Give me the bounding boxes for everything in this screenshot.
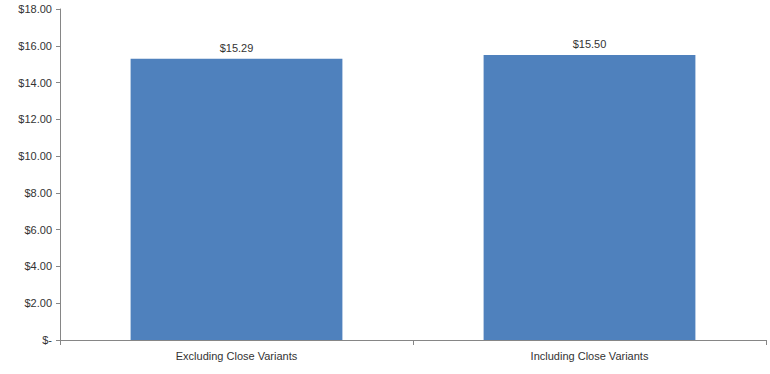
svg-text:Excluding Close Variants: Excluding Close Variants (176, 350, 298, 362)
svg-text:$10.00: $10.00 (18, 150, 52, 162)
svg-text:$8.00: $8.00 (24, 187, 52, 199)
svg-text:$6.00: $6.00 (24, 224, 52, 236)
svg-text:$15.50: $15.50 (573, 38, 607, 50)
svg-text:$2.00: $2.00 (24, 297, 52, 309)
svg-text:Including Close Variants: Including Close Variants (531, 350, 649, 362)
svg-text:$4.00: $4.00 (24, 260, 52, 272)
svg-text:$-: $- (42, 334, 52, 346)
svg-text:$15.29: $15.29 (220, 42, 254, 54)
svg-text:$12.00: $12.00 (18, 113, 52, 125)
svg-text:$18.00: $18.00 (18, 3, 52, 15)
svg-text:$16.00: $16.00 (18, 40, 52, 52)
svg-text:$14.00: $14.00 (18, 77, 52, 89)
